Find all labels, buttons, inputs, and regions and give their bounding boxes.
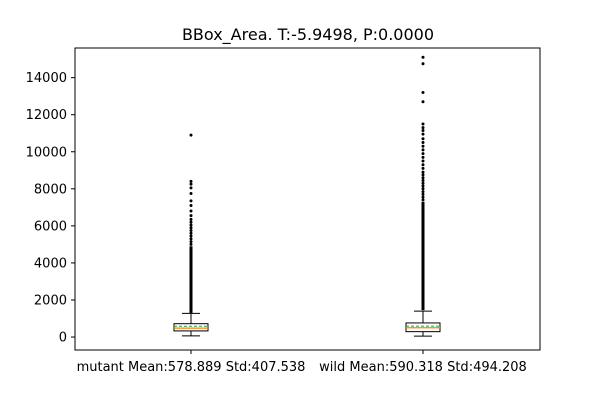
y-tick-label: 2000 (34, 293, 67, 308)
y-axis: 0 2000 4000 6000 8000 10000 12000 14000 (26, 71, 75, 346)
box-mutant (173, 133, 209, 337)
y-tick-label: 10000 (26, 145, 67, 160)
outlier-point (189, 226, 193, 230)
x-tick-label: mutant Mean:578.889 Std:407.538 (77, 360, 306, 375)
outlier-point (421, 173, 425, 177)
y-tick-label: 12000 (26, 108, 67, 123)
iqr-box (173, 323, 209, 332)
outlier-point (421, 55, 425, 59)
outlier-point (189, 237, 193, 241)
y-tick-label: 6000 (34, 219, 67, 234)
y-tick-label: 14000 (26, 71, 67, 86)
outlier-point (189, 217, 193, 221)
outlier-point (421, 137, 425, 141)
outlier-point (189, 209, 193, 213)
outlier-point (189, 220, 193, 224)
outlier-point (421, 126, 425, 130)
outlier-point (189, 133, 193, 137)
outlier-point (421, 184, 425, 188)
outlier-point (189, 186, 193, 190)
outlier-dense-band (421, 201, 425, 311)
y-tick-label: 8000 (34, 182, 67, 197)
outlier-point (189, 240, 193, 244)
outlier-point (421, 100, 425, 104)
outlier-point (189, 199, 193, 203)
outlier-point (189, 179, 193, 183)
box-wild (405, 55, 441, 337)
y-tick-label: 4000 (34, 256, 67, 271)
outlier-point (421, 159, 425, 163)
outlier-point (189, 242, 193, 246)
x-axis: mutant Mean:578.889 Std:407.538 wild Mean… (77, 350, 527, 375)
outlier-point (421, 152, 425, 156)
outlier-point (421, 155, 425, 159)
outlier-point (189, 223, 193, 227)
outlier-point (189, 234, 193, 238)
outlier-dense-band (189, 246, 193, 313)
outlier-point (421, 170, 425, 174)
outlier-point (421, 166, 425, 170)
outlier-point (421, 178, 425, 182)
y-tick-label: 0 (59, 331, 67, 346)
chart-title: BBox_Area. T:-5.9498, P:0.0000 (182, 25, 434, 45)
outlier-point (421, 187, 425, 191)
outlier-point (189, 191, 193, 195)
outlier-point (189, 231, 193, 235)
x-tick-label: wild Mean:590.318 Std:494.208 (319, 360, 527, 375)
outlier-point (421, 144, 425, 148)
outlier-point (421, 90, 425, 94)
outlier-point (189, 203, 193, 207)
plot-area (173, 55, 441, 337)
outlier-point (421, 132, 425, 136)
outlier-point (421, 198, 425, 202)
outlier-point (421, 62, 425, 66)
outlier-point (189, 228, 193, 232)
outlier-point (421, 148, 425, 152)
outlier-point (421, 140, 425, 144)
outlier-point (189, 182, 193, 186)
outlier-point (189, 214, 193, 218)
plot-frame (74, 47, 541, 351)
outlier-point (421, 195, 425, 199)
outlier-point (421, 128, 425, 132)
outlier-point (421, 122, 425, 126)
outlier-point (421, 190, 425, 194)
outlier-point (421, 192, 425, 196)
outlier-point (421, 163, 425, 167)
outlier-point (421, 181, 425, 185)
outlier-point (421, 176, 425, 180)
